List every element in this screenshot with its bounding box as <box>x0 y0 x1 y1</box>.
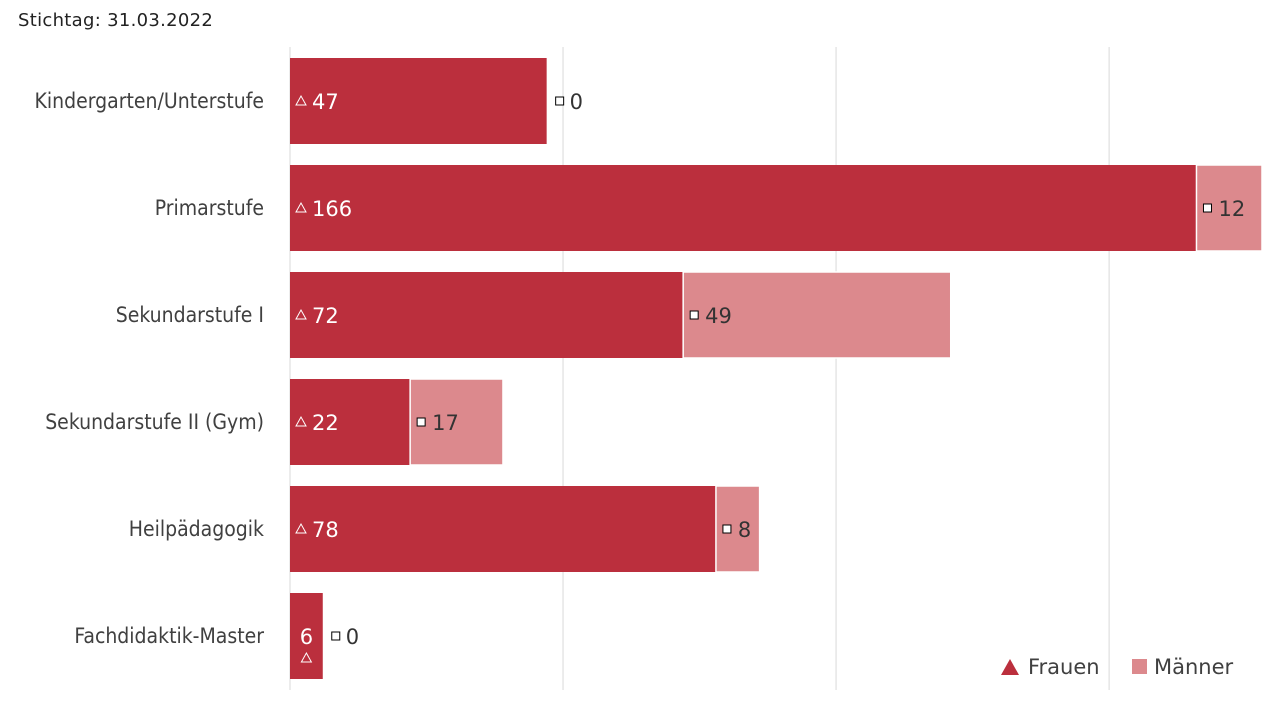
legend: Frauen Männer <box>1001 655 1234 679</box>
legend-maenner-marker <box>1132 659 1147 674</box>
frauen-marker-1 <box>295 201 307 213</box>
frauen-value-1: 166 <box>312 197 352 221</box>
legend-maenner-label: Männer <box>1154 655 1234 679</box>
category-label-3: Sekundarstufe II (Gym) <box>45 410 264 434</box>
bar-frauen-5 <box>290 593 323 679</box>
frauen-marker-3 <box>295 415 307 427</box>
bar-maenner-2 <box>682 271 952 359</box>
frauen-value-5: 6 <box>300 625 313 649</box>
bar-maenner-4 <box>715 485 761 573</box>
bar-frauen-3 <box>290 379 411 465</box>
frauen-marker-4 <box>295 522 307 534</box>
maenner-value-5: 0 <box>346 625 359 649</box>
maenner-value-4: 8 <box>738 518 751 542</box>
maenner-marker-0 <box>555 96 565 106</box>
maenner-marker-3 <box>416 417 426 427</box>
maenner-value-3: 17 <box>432 411 459 435</box>
category-label-4: Heilpädagogik <box>129 517 264 541</box>
frauen-marker-0 <box>295 94 307 106</box>
reference-date-note: Stichtag: 31.03.2022 <box>18 10 214 31</box>
frauen-value-4: 78 <box>312 518 339 542</box>
bar-frauen-0 <box>290 58 547 144</box>
category-label-5: Fachdidaktik-Master <box>74 624 264 648</box>
frauen-value-2: 72 <box>312 304 339 328</box>
bar-frauen-4 <box>290 486 716 572</box>
frauen-marker-2 <box>295 308 307 320</box>
category-label-0: Kindergarten/Unterstufe <box>35 89 264 113</box>
frauen-value-0: 47 <box>312 90 339 114</box>
maenner-value-1: 12 <box>1218 197 1245 221</box>
value-labels: 47 0 166 12 72 49 22 17 78 8 6 0 <box>295 90 1245 663</box>
frauen-marker-5 <box>300 651 313 663</box>
legend-frauen-marker <box>1001 659 1019 675</box>
legend-frauen-label: Frauen <box>1028 655 1100 679</box>
maenner-marker-4 <box>722 524 732 534</box>
bar-frauen-2 <box>290 272 684 358</box>
category-label-1: Primarstufe <box>155 196 264 220</box>
frauen-value-3: 22 <box>312 411 339 435</box>
maenner-marker-1 <box>1202 203 1212 213</box>
gridlines <box>289 47 1110 690</box>
category-label-2: Sekundarstufe I <box>116 303 264 327</box>
bars <box>290 58 1263 679</box>
maenner-value-0: 0 <box>570 90 583 114</box>
maenner-value-2: 49 <box>705 304 732 328</box>
bar-frauen-1 <box>290 165 1197 251</box>
maenner-marker-5 <box>331 631 341 641</box>
maenner-marker-2 <box>689 310 699 320</box>
category-labels: Kindergarten/Unterstufe Primarstufe Sekund… <box>35 89 265 648</box>
